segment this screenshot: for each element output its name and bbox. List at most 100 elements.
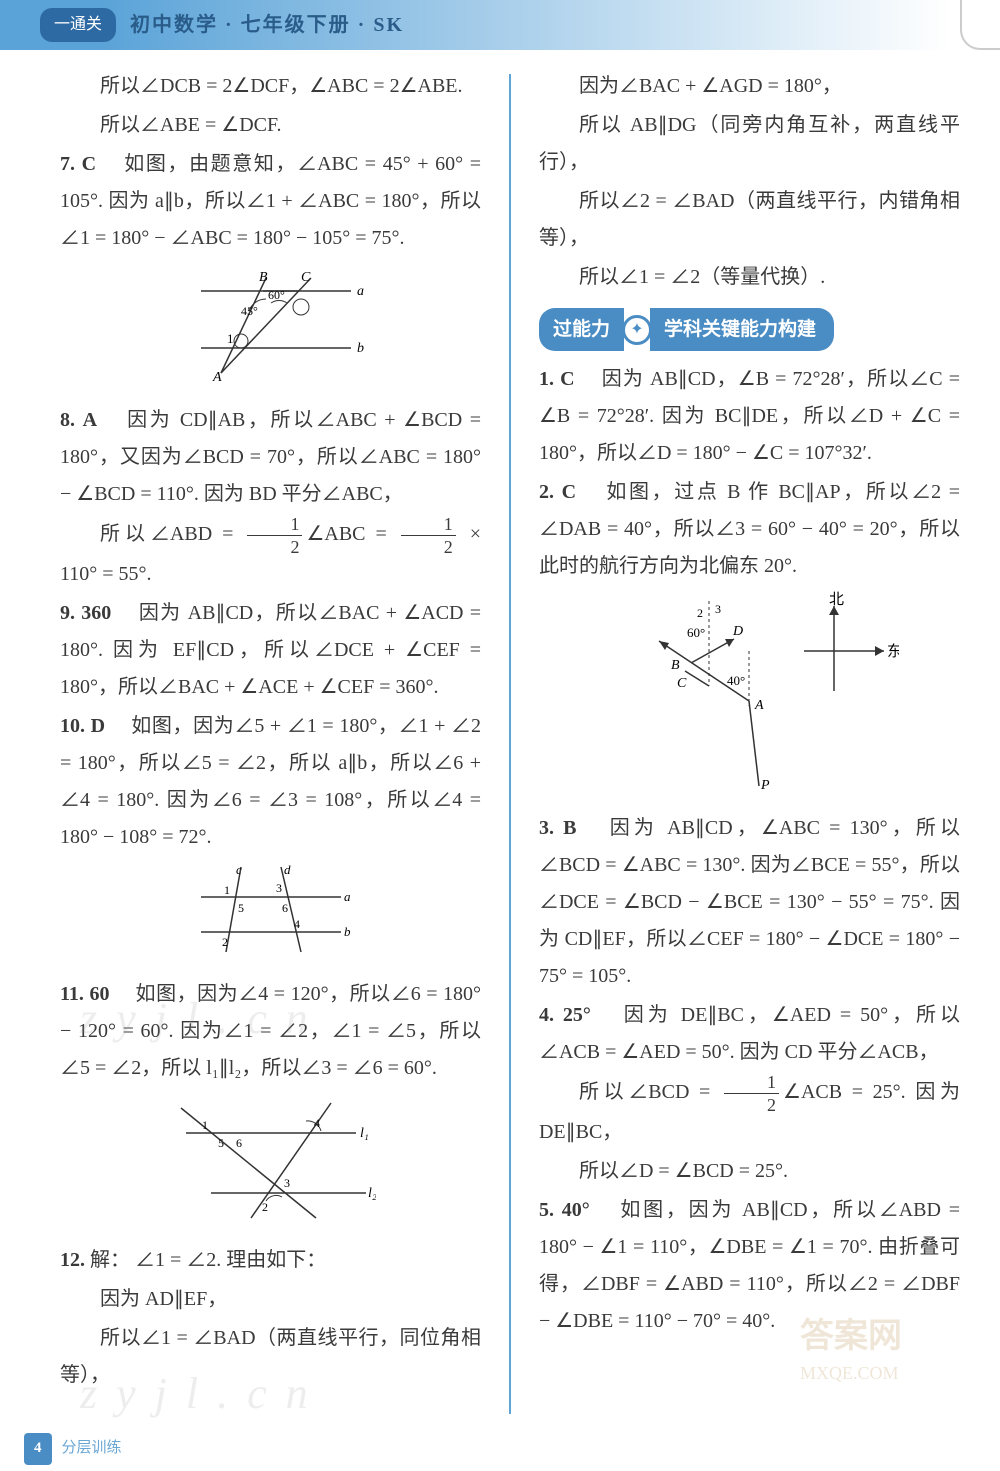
svg-text:5: 5 [238, 901, 244, 915]
left-intro-1: 所以∠DCB = 2∠DCF，∠ABC = 2∠ABE. [60, 68, 481, 105]
left-column: 所以∠DCB = 2∠DCF，∠ABC = 2∠ABE. 所以∠ABE = ∠D… [60, 68, 481, 1420]
q9-num: 9. [60, 602, 75, 624]
svg-text:l₂: l₂ [368, 1186, 376, 1201]
svg-text:C: C [301, 270, 311, 285]
rq4-t4: 所以∠D = ∠BCD = 25°. [539, 1153, 960, 1190]
svg-text:5: 5 [218, 1136, 224, 1150]
svg-text:3: 3 [276, 881, 282, 895]
rq1: 1. C 因为 AB∥CD，∠B = 72°28′，所以∠C = ∠B = 72… [539, 361, 960, 472]
rq5: 5. 40° 如图，因为 AB∥CD，所以∠ABD = 180° − ∠1 = … [539, 1192, 960, 1340]
rq3-ans: B [563, 817, 576, 839]
q12: 12. 解： ∠1 = ∠2. 理由如下： [60, 1242, 481, 1279]
svg-text:B: B [259, 270, 268, 285]
right-c1: 因为∠BAC + ∠AGD = 180°， [539, 68, 960, 105]
header-title: 初中数学 · 七年级下册 · SK [130, 7, 404, 44]
header-badge: 一通关 [40, 8, 116, 42]
svg-text:3: 3 [284, 1176, 290, 1190]
pill-left: 过能力 [539, 308, 624, 351]
rq2-num: 2. [539, 481, 554, 503]
rq1-num: 1. [539, 368, 554, 390]
q8-t1: 因为 CD∥AB，所以∠ABC + ∠BCD = 180°，又因为∠BCD = … [60, 409, 481, 505]
rq2-text: 如图，过点 B 作 BC∥AP，所以∠2 = ∠DAB = 40°，所以∠3 =… [539, 481, 960, 577]
q12-t2: 因为 AD∥EF， [60, 1281, 481, 1318]
right-c3: 所以∠2 = ∠BAD（两直线平行，内错角相等）， [539, 183, 960, 257]
rq2: 2. C 如图，过点 B 作 BC∥AP，所以∠2 = ∠DAB = 40°，所… [539, 474, 960, 585]
pill-icon: ✦ [622, 315, 652, 345]
q7-ans: C [82, 153, 96, 175]
q8-t2: 所以∠ABD = [100, 523, 243, 545]
svg-text:3: 3 [715, 602, 721, 616]
q9: 9. 360 因为 AB∥CD，所以∠BAC + ∠ACD = 180°. 因为… [60, 595, 481, 706]
svg-text:b: b [344, 924, 351, 939]
svg-text:6: 6 [236, 1136, 242, 1150]
rq3: 3. B 因为 AB∥CD，∠ABC = 130°，所以∠BCD = ∠ABC … [539, 810, 960, 995]
svg-text:2: 2 [262, 1200, 268, 1214]
pill-right: 学科关键能力构建 [650, 308, 834, 351]
q8-num: 8. [60, 409, 75, 431]
figure-11: l₁ l₂ 1 2 3 4 5 6 [60, 1093, 481, 1236]
page-footer: 4 分层训练 [24, 1433, 122, 1465]
svg-text:l₁: l₁ [360, 1126, 369, 1141]
svg-text:a: a [344, 889, 351, 904]
page-number: 4 [24, 1433, 52, 1465]
section-pill: 过能力 ✦ 学科关键能力构建 [539, 308, 960, 351]
svg-text:东: 东 [887, 643, 899, 660]
rq5-text: 如图，因为 AB∥CD，所以∠ABD = 180° − ∠1 = 110°，∠D… [539, 1199, 960, 1332]
q7-num: 7. [60, 153, 75, 175]
page-header: 一通关 初中数学 · 七年级下册 · SK [0, 0, 1000, 50]
q7-text: 如图，由题意知，∠ABC = 45° + 60° = 105°. 因为 a∥b，… [60, 153, 481, 249]
svg-text:60°: 60° [687, 625, 705, 640]
q7: 7. C 如图，由题意知，∠ABC = 45° + 60° = 105°. 因为… [60, 146, 481, 257]
figure-r2: 北 东 B C D A P 60° 40° 2 3 [539, 591, 960, 804]
svg-text:1: 1 [224, 883, 230, 897]
svg-text:c: c [236, 862, 242, 877]
q10-text: 如图，因为∠5 + ∠1 = 180°，∠1 + ∠2 = 180°，所以∠5 … [60, 715, 481, 848]
figure-10: c d a b 1 2 3 4 5 6 [60, 862, 481, 970]
rq4-l2: 所以∠BCD = 12∠ACB = 25°. 因为 DE∥BC， [539, 1073, 960, 1151]
q9-ans: 360 [81, 602, 111, 624]
svg-text:b: b [357, 341, 364, 356]
q12-t3: 所以∠1 = ∠BAD（两直线平行，同位角相等）， [60, 1320, 481, 1394]
q10-num: 10. [60, 715, 85, 737]
svg-text:60°: 60° [268, 288, 285, 302]
svg-text:1: 1 [202, 1118, 208, 1132]
rq4-t1: 因为 DE∥BC，∠AED = 50°，所以∠ACB = ∠AED = 50°.… [539, 1004, 960, 1063]
footer-label: 分层训练 [62, 1435, 122, 1463]
rq3-num: 3. [539, 817, 554, 839]
svg-text:P: P [760, 778, 770, 791]
rq4-t2: 所以∠BCD = [579, 1081, 720, 1103]
figure-7: B C a b A 45° 60° 1 [60, 263, 481, 396]
svg-text:4: 4 [294, 917, 300, 931]
q12-t1: ∠1 = ∠2. 理由如下： [135, 1249, 326, 1271]
svg-text:A: A [754, 698, 764, 713]
q12-num: 12. [60, 1249, 85, 1271]
svg-text:D: D [732, 624, 743, 639]
right-c4: 所以∠1 = ∠2（等量代换）. [539, 259, 960, 296]
rq3-text: 因为 AB∥CD，∠ABC = 130°，所以∠BCD = ∠ABC = 130… [539, 817, 960, 987]
q8: 8. A 因为 CD∥AB，所以∠ABC + ∠BCD = 180°，又因为∠B… [60, 402, 481, 513]
svg-text:2: 2 [697, 606, 703, 620]
svg-text:A: A [212, 370, 222, 383]
q8-line2: 所以∠ABD = 12∠ABC = 12 × 110° = 55°. [60, 515, 481, 593]
rq2-ans: C [562, 481, 576, 503]
svg-text:C: C [677, 676, 687, 691]
left-intro-2: 所以∠ABE = ∠DCF. [60, 107, 481, 144]
right-c2: 所以 AB∥DG（同旁内角互补，两直线平行）， [539, 107, 960, 181]
svg-text:北: 北 [829, 591, 844, 608]
q9-text: 因为 AB∥CD，所以∠BAC + ∠ACD = 180°. 因为 EF∥CD，… [60, 602, 481, 698]
q10: 10. D 如图，因为∠5 + ∠1 = 180°，∠1 + ∠2 = 180°… [60, 708, 481, 856]
svg-text:d: d [284, 862, 291, 877]
svg-text:MXQE.COM: MXQE.COM [800, 1363, 899, 1383]
rq1-ans: C [560, 368, 574, 390]
svg-text:2: 2 [222, 935, 228, 949]
svg-text:4: 4 [314, 1116, 320, 1130]
svg-text:1: 1 [227, 331, 234, 346]
content-columns: 所以∠DCB = 2∠DCF，∠ABC = 2∠ABE. 所以∠ABE = ∠D… [0, 50, 1000, 1430]
rq4-num: 4. [539, 1004, 554, 1026]
q11-num: 11. [60, 983, 84, 1005]
q11-text: 如图，因为∠4 = 120°，所以∠6 = 180° − 120° = 60°.… [60, 983, 481, 1079]
q11-ans: 60 [89, 983, 109, 1005]
right-column: 因为∠BAC + ∠AGD = 180°， 所以 AB∥DG（同旁内角互补，两直… [539, 68, 960, 1420]
rq4: 4. 25° 因为 DE∥BC，∠AED = 50°，所以∠ACB = ∠AED… [539, 997, 960, 1071]
rq5-ans: 40° [562, 1199, 590, 1221]
